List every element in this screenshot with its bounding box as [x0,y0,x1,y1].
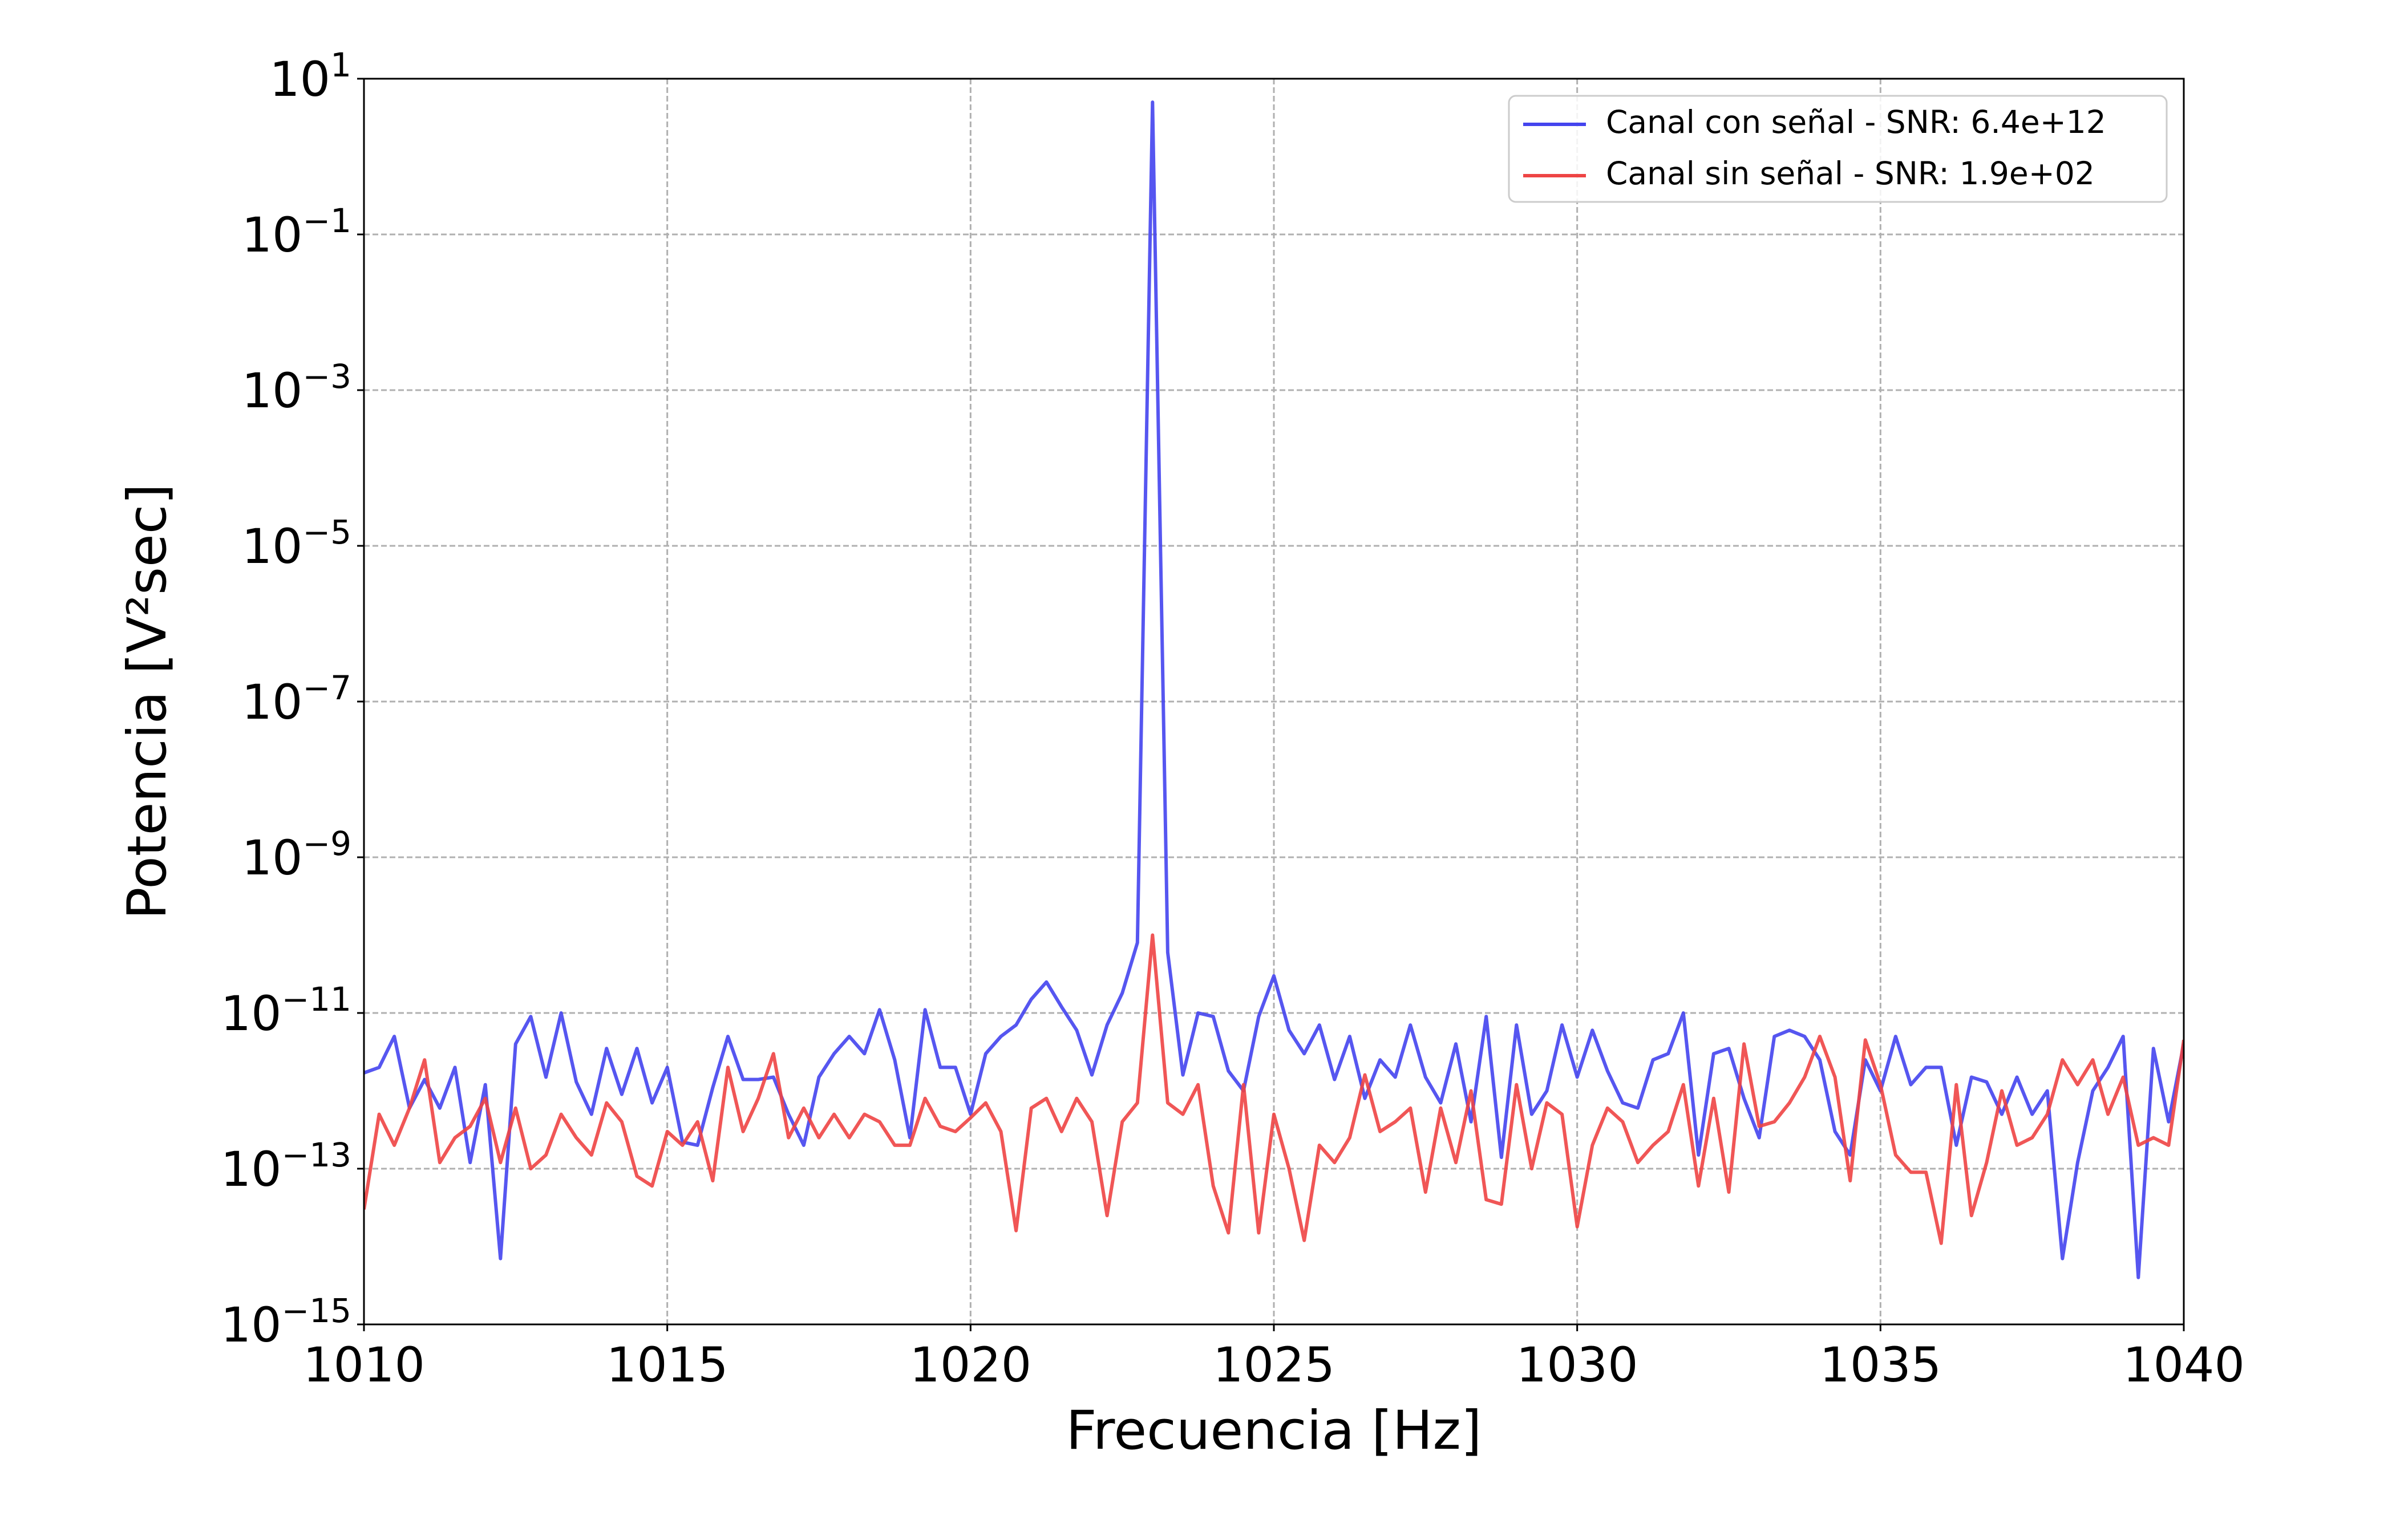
y-tick-label: 10−3 [242,357,351,419]
y-tick-label: 101 [269,46,351,107]
x-tick-label: 1025 [1213,1337,1335,1393]
y-tick-label: 10−7 [242,668,351,730]
series-line [364,933,2184,1245]
y-tick-label: 10−13 [221,1136,351,1197]
y-tick-label: 10−1 [242,201,351,263]
y-tick-label: 10−5 [242,513,351,574]
y-axis-label: Potencia [V²sec] [116,484,179,919]
y-tick-label: 10−9 [242,824,351,886]
legend-label: Canal sin señal - SNR: 1.9e+02 [1606,155,2095,192]
x-tick-label: 1030 [1516,1337,1638,1393]
plot-frame [363,78,2185,1326]
x-tick-label: 1040 [2123,1337,2245,1393]
y-tick-label: 10−11 [221,980,351,1041]
legend: Canal con señal - SNR: 6.4e+12 Canal sin … [1508,95,2168,203]
legend-label: Canal con señal - SNR: 6.4e+12 [1606,104,2106,140]
x-tick-label: 1035 [1819,1337,1941,1393]
x-tick-label: 1010 [303,1337,425,1393]
x-axis-label: Frecuencia [Hz] [1066,1400,1482,1462]
x-tick-label: 1015 [606,1337,728,1393]
y-tick-label: 10−15 [221,1291,351,1353]
x-tick-label: 1020 [909,1337,1031,1393]
legend-box [1508,95,2168,203]
grid [363,78,2185,1326]
